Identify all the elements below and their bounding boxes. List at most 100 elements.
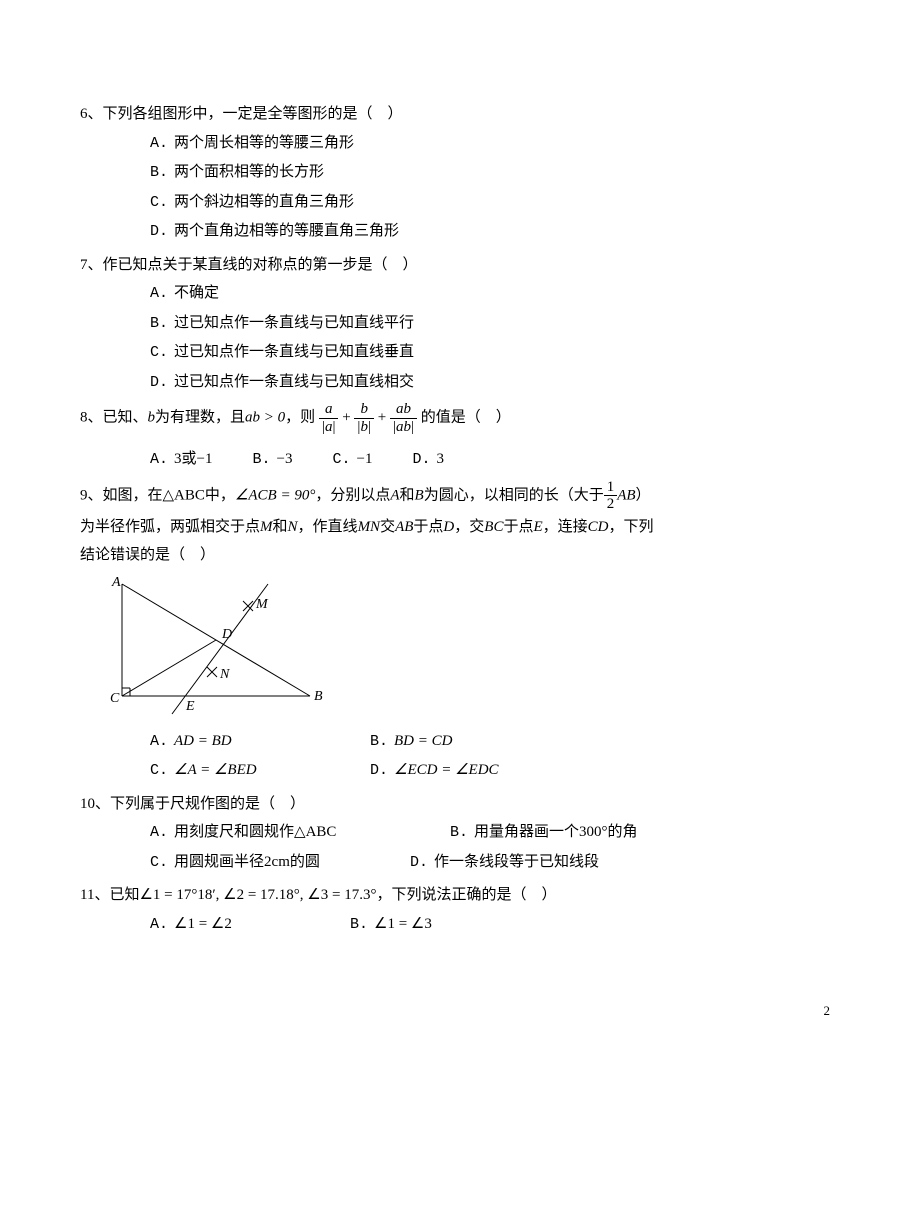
q11-options: A. ∠1 = ∠2 B. ∠1 = ∠3 (150, 910, 840, 940)
label-c: C. (150, 854, 168, 871)
svg-text:D: D (221, 627, 232, 642)
q9-M: M (260, 519, 273, 535)
q8-frac2: b|b| (354, 401, 374, 435)
q7-opt-a: A.不确定 (150, 279, 840, 309)
q8-cond: ab > 0 (245, 409, 285, 425)
label-a: A. (150, 916, 168, 933)
q9-stem3: 结论错误的是（ ） (80, 541, 840, 570)
q10-stem-a: 10、下列属于尺规作图的是（ (80, 796, 275, 812)
q9-p1d: 和 (400, 487, 415, 503)
q10-a-b: △ABC (294, 824, 336, 840)
q11-opt-b: B. ∠1 = ∠3 (350, 910, 432, 940)
q9-CD: CD (588, 519, 609, 535)
svg-text:A: A (111, 576, 121, 590)
label-a: A. (150, 285, 168, 302)
page-number: 2 (80, 999, 840, 1024)
question-6: 6、下列各组图形中，一定是全等图形的是（ ） A.两个周长相等的等腰三角形 B.… (80, 100, 840, 247)
q10-a-a: 用刻度尺和圆规作 (174, 824, 294, 840)
q6-opt-a: A.两个周长相等的等腰三角形 (150, 129, 840, 159)
q8-stem: 8、已知、b为有理数，且ab > 0，则 a|a| + b|b| + ab|ab… (80, 401, 840, 435)
label-a: A. (150, 451, 168, 468)
q10-d-text: 作一条线段等于已知线段 (434, 854, 599, 870)
q6-a-text: 两个周长相等的等腰三角形 (174, 135, 354, 151)
label-d: D. (150, 374, 168, 391)
q9-opt-b: B. BD = CD (370, 727, 452, 757)
q10-options-row1: A. 用刻度尺和圆规作△ABC B.用量角器画一个300°的角 (150, 818, 840, 848)
q8-opt-a: A. 3或−1 (150, 445, 212, 475)
q10-options-row2: C. 用圆规画半径2cm的圆 D. 作一条线段等于已知线段 (150, 848, 840, 878)
q7-opt-b: B.过已知点作一条直线与已知直线平行 (150, 309, 840, 339)
q9-p2f: 于点 (503, 519, 533, 535)
svg-text:B: B (314, 689, 323, 704)
q6-c-text: 两个斜边相等的直角三角形 (174, 194, 354, 210)
q9-p1a: 9、如图，在 (80, 487, 163, 503)
q10-c-a: 用圆规画半径 (174, 854, 264, 870)
q9-options-row1: A.AD = BD B. BD = CD (150, 727, 840, 757)
q9-BC: BC (484, 519, 503, 535)
q7-opt-d: D. 过已知点作一条直线与已知直线相交 (150, 368, 840, 398)
q11-tail: ） (541, 887, 556, 903)
label-d: D. (370, 762, 388, 779)
q10-stem: 10、下列属于尺规作图的是（ ） (80, 790, 840, 819)
question-9: 9、如图，在△ABC中，∠ACB = 90°，分别以点A和B为圆心，以相同的长（… (80, 479, 840, 786)
q11-b-text: ∠1 = ∠3 (374, 916, 432, 932)
q9-options-row2: C.∠A = ∠BED D.∠ECD = ∠EDC (150, 756, 840, 786)
question-7: 7、作已知点关于某直线的对称点的第一步是（ ） A.不确定 B.过已知点作一条直… (80, 251, 840, 398)
label-b: B. (350, 916, 368, 933)
q7-d-text: 过已知点作一条直线与已知直线相交 (174, 374, 414, 390)
svg-text:E: E (185, 699, 195, 714)
label-d: D. (410, 854, 428, 871)
q9-p1f: ） (636, 487, 651, 503)
q9-figure: ABCDEMN (100, 576, 330, 721)
q9-B: B (415, 487, 424, 503)
q9-and: 和 (273, 519, 288, 535)
q8-options: A.3或−1 B.−3 C.−1 D.3 (150, 445, 840, 475)
label-c: C. (150, 194, 168, 211)
q8-mid2: ，则 (285, 409, 315, 425)
q9-b-text: BD = CD (394, 733, 452, 749)
q10-b-a: 用量角器画一个 (474, 824, 579, 840)
q8-tail-b: ） (496, 409, 511, 425)
q7-stem-b: ） (403, 257, 418, 273)
label-b: B. (370, 733, 388, 750)
q10-opt-b: B.用量角器画一个300°的角 (450, 818, 638, 848)
q6-stem-b: ） (388, 106, 403, 122)
q9-E: E (533, 519, 542, 535)
q9-c-text: ∠A = ∠BED (174, 762, 257, 778)
q9-opt-a: A.AD = BD (150, 727, 330, 757)
q10-c-c: 的圆 (290, 854, 320, 870)
plus-icon: + (378, 409, 390, 425)
q8-a-text: 3或−1 (174, 451, 212, 467)
q6-options: A.两个周长相等的等腰三角形 B.两个面积相等的长方形 C.两个斜边相等的直角三… (150, 129, 840, 247)
q9-p2c: 交 (380, 519, 395, 535)
q9-p2d: 于点 (413, 519, 443, 535)
q9-MN: MN (358, 519, 381, 535)
q9-p2a: 为半径作弧，两弧相交于点 (80, 519, 260, 535)
q10-opt-d: D. 作一条线段等于已知线段 (410, 848, 599, 878)
q7-stem-a: 7、作已知点关于某直线的对称点的第一步是（ (80, 257, 388, 273)
q9-AB: AB (617, 487, 635, 503)
q8-opt-c: C.−1 (332, 445, 372, 475)
q8-pre: 8、已知、 (80, 409, 148, 425)
q7-opt-c: C.过已知点作一条直线与已知直线垂直 (150, 338, 840, 368)
q10-stem-b: ） (290, 796, 305, 812)
q6-d-text: 两个直角边相等的等腰直角三角形 (174, 223, 399, 239)
q9-stem: 9、如图，在△ABC中，∠ACB = 90°，分别以点A和B为圆心，以相同的长（… (80, 479, 840, 513)
q11-a-text: ∠1 = ∠2 (174, 916, 232, 932)
q6-stem: 6、下列各组图形中，一定是全等图形的是（ ） (80, 100, 840, 129)
q9-d-text: ∠ECD = ∠EDC (394, 762, 499, 778)
label-b: B. (150, 164, 168, 181)
q9-p2g: ，连接 (543, 519, 588, 535)
q8-mid1: 为有理数，且 (155, 409, 245, 425)
q9-p2b: ，作直线 (298, 519, 358, 535)
q10-c-b: 2cm (264, 854, 290, 870)
label-a: A. (150, 824, 168, 841)
q7-options: A.不确定 B.过已知点作一条直线与已知直线平行 C.过已知点作一条直线与已知直… (150, 279, 840, 397)
q9-stem2: 为半径作弧，两弧相交于点M和N，作直线MN交AB于点D，交BC于点E，连接CD，… (80, 513, 840, 542)
q9-p1c: ，分别以点 (315, 487, 390, 503)
question-8: 8、已知、b为有理数，且ab > 0，则 a|a| + b|b| + ab|ab… (80, 401, 840, 475)
q10-opt-a: A. 用刻度尺和圆规作△ABC (150, 818, 410, 848)
svg-text:C: C (110, 691, 120, 706)
q9-ABseg: AB (395, 519, 413, 535)
label-a: A. (150, 733, 168, 750)
